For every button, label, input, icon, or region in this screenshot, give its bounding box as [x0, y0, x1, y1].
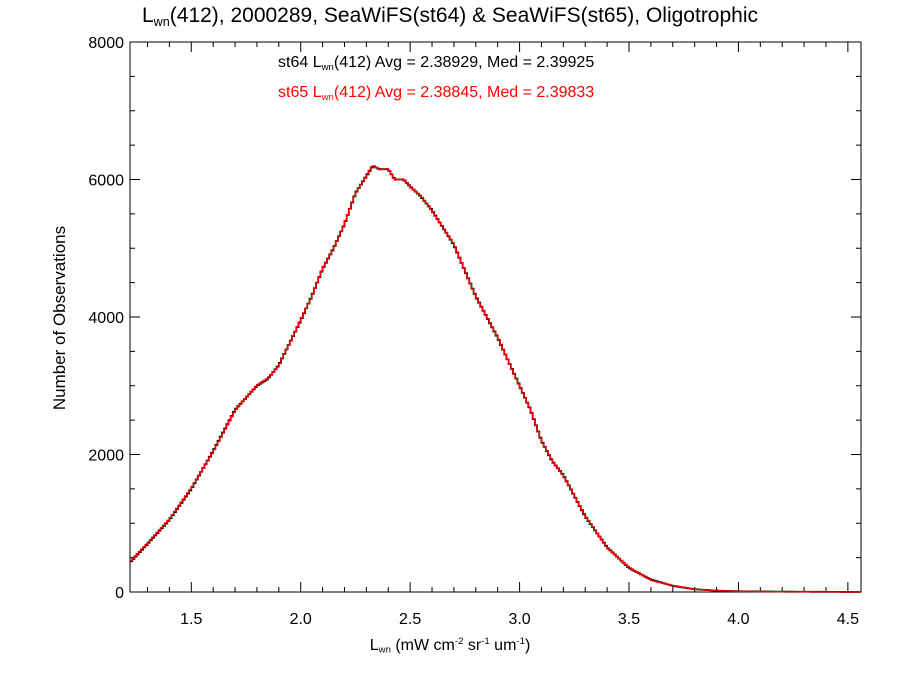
y-tick-label: 0 — [115, 585, 124, 602]
x-tick-label: 3.0 — [508, 611, 530, 628]
annotation-st65: st65 Lwn(412) Avg = 2.38845, Med = 2.398… — [278, 84, 595, 103]
y-tick-label: 6000 — [88, 173, 124, 190]
series-st65-line — [130, 165, 861, 593]
x-tick-label: 3.5 — [618, 611, 640, 628]
y-tick-label: 4000 — [88, 310, 124, 327]
y-tick-label: 8000 — [88, 35, 124, 52]
y-tick-label: 2000 — [88, 448, 124, 465]
annotation-st64: st64 Lwn(412) Avg = 2.38929, Med = 2.399… — [278, 54, 595, 73]
chart-title: Lwn(412), 2000289, SeaWiFS(st64) & SeaWi… — [141, 4, 759, 29]
x-tick-label: 2.0 — [290, 611, 312, 628]
series-st64-line — [130, 165, 861, 593]
x-tick-label: 2.5 — [399, 611, 421, 628]
x-tick-label: 1.5 — [180, 611, 202, 628]
x-tick-label: 4.5 — [837, 611, 859, 628]
x-tick-label: 4.0 — [727, 611, 749, 628]
x-axis-label: Lwn (mW cm-2 sr-1 um-1) — [369, 636, 531, 656]
plot-frame — [129, 41, 862, 593]
